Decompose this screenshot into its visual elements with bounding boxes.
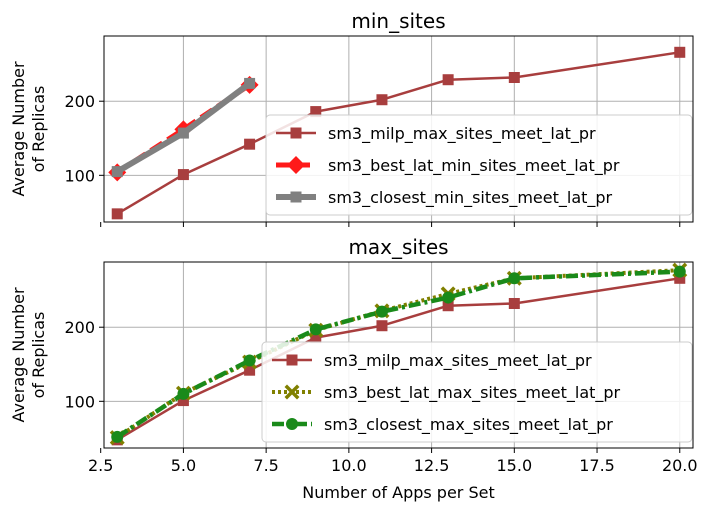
legend-marker xyxy=(284,384,300,400)
data-point xyxy=(376,320,388,332)
axes-frame xyxy=(103,35,694,223)
data-point xyxy=(375,305,388,318)
legend-label: sm3_closest_min_sites_meet_lat_pr xyxy=(328,188,613,208)
legend-marker xyxy=(290,127,302,139)
series-line xyxy=(116,277,680,441)
x-tick-label: 17.5 xyxy=(579,456,615,475)
legend-marker xyxy=(287,156,305,174)
legend-item: sm3_best_lat_max_sites_meet_lat_pr xyxy=(272,383,621,403)
data-point xyxy=(376,94,388,106)
data-point xyxy=(177,395,189,407)
data-point xyxy=(674,46,686,58)
legend-label: sm3_closest_max_sites_meet_lat_pr xyxy=(324,415,613,435)
data-point xyxy=(508,272,521,285)
data-point xyxy=(244,77,256,89)
subplot-min-sites: 100 200 min_sites Average Numberof Replicas… xyxy=(9,9,694,227)
legend-item: sm3_closest_min_sites_meet_lat_pr xyxy=(276,188,613,208)
series-line xyxy=(116,269,680,439)
subplot-max-sites: 100 200 2.5 5.0 7.5 10.0 12.5 15.0 17.5 20.0 max_s… xyxy=(9,235,698,502)
legend-label: sm3_milp_max_sites_meet_lat_pr xyxy=(324,351,592,371)
y-tick-label: 200 xyxy=(64,92,95,111)
data-point xyxy=(244,138,256,150)
y-tick-label: 100 xyxy=(64,392,95,411)
data-point xyxy=(310,106,322,118)
x-tick-label: 7.5 xyxy=(253,456,278,475)
legend: sm3_milp_max_sites_meet_lat_pr sm3_best_l… xyxy=(261,341,693,443)
data-point xyxy=(177,169,189,181)
x-tick-label: 5.0 xyxy=(171,456,196,475)
data-point xyxy=(111,430,124,443)
data-point xyxy=(111,208,123,220)
legend-item: sm3_milp_max_sites_meet_lat_pr xyxy=(272,351,592,371)
legend-label: sm3_best_lat_min_sites_meet_lat_pr xyxy=(328,156,620,176)
data-point xyxy=(309,323,322,336)
x-tick-label: 12.5 xyxy=(414,456,450,475)
x-tick-label: 15.0 xyxy=(497,456,533,475)
data-point xyxy=(508,71,520,83)
legend-label: sm3_best_lat_max_sites_meet_lat_pr xyxy=(324,383,621,403)
legend-label: sm3_milp_max_sites_meet_lat_pr xyxy=(328,124,596,144)
legend-marker xyxy=(286,418,298,430)
legend-marker xyxy=(290,191,302,203)
subplot-title: min_sites xyxy=(351,9,445,33)
data-point xyxy=(177,127,189,139)
x-tick-label: 20.0 xyxy=(662,456,698,475)
legend-marker xyxy=(286,354,298,366)
legend-frame xyxy=(261,341,693,443)
subplot-title: max_sites xyxy=(348,235,448,259)
legend-item: sm3_best_lat_min_sites_meet_lat_pr xyxy=(276,156,620,176)
y-axis-label: Average Numberof Replicas xyxy=(9,287,48,422)
x-axis-label: Number of Apps per Set xyxy=(302,483,494,502)
data-point xyxy=(442,74,454,86)
data-point xyxy=(508,297,520,309)
legend-frame xyxy=(265,114,693,216)
axes-frame xyxy=(103,261,694,449)
data-point xyxy=(442,291,455,304)
data-point xyxy=(244,364,256,376)
data-point xyxy=(442,300,454,312)
data-point xyxy=(674,272,686,284)
legend-item: sm3_closest_max_sites_meet_lat_pr xyxy=(272,415,613,435)
x-tick-label: 10.0 xyxy=(331,456,367,475)
y-tick-label: 100 xyxy=(64,166,95,185)
data-point xyxy=(243,354,256,367)
legend: sm3_milp_max_sites_meet_lat_pr sm3_best_l… xyxy=(265,114,693,216)
data-point xyxy=(111,166,123,178)
data-point xyxy=(673,265,686,278)
y-tick-label: 200 xyxy=(64,318,95,337)
series-line xyxy=(116,51,680,215)
y-axis-label: Average Numberof Replicas xyxy=(9,61,48,196)
data-point xyxy=(310,332,322,344)
legend-item: sm3_milp_max_sites_meet_lat_pr xyxy=(276,124,596,144)
data-point xyxy=(177,387,190,400)
x-tick-label: 2.5 xyxy=(88,456,113,475)
